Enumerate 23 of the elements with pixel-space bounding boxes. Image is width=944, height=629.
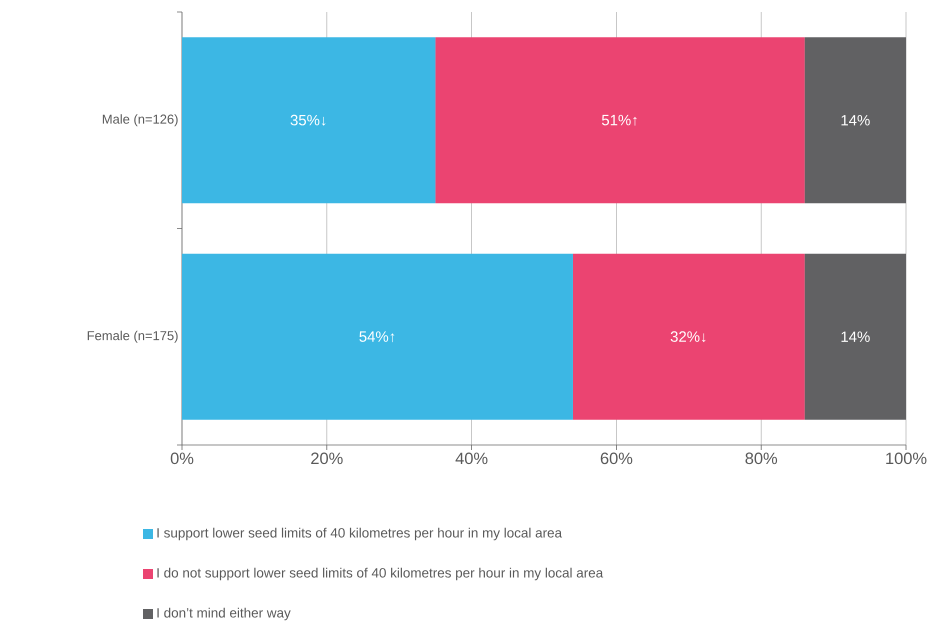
bar bbox=[804, 37, 906, 204]
data-label: 35%↓ bbox=[290, 114, 326, 126]
legend-label: I don’t mind either way bbox=[157, 608, 291, 620]
legend-label: I do not support lower seed limits of 40 kilometres per hour in my local area bbox=[157, 568, 604, 580]
bar bbox=[182, 254, 573, 420]
data-label: 14% bbox=[842, 332, 870, 342]
x-tick-label: 0% bbox=[170, 452, 194, 464]
bar bbox=[435, 37, 805, 204]
x-tick-label: 60% bbox=[600, 452, 632, 464]
bar bbox=[804, 254, 906, 420]
data-label: 51%↑ bbox=[602, 114, 637, 126]
data-label: 32%↓ bbox=[670, 331, 706, 342]
x-tick-label: 80% bbox=[745, 452, 778, 464]
legend-label: I support lower seed limits of 40 kilometres per hour in my local area bbox=[157, 528, 562, 540]
x-tick-label: 40% bbox=[456, 452, 488, 464]
y-tick-label: Male (n=126) bbox=[102, 114, 178, 126]
data-label: 54%↑ bbox=[359, 331, 394, 342]
x-tick-label: 100% bbox=[886, 452, 926, 464]
bar bbox=[182, 37, 436, 204]
y-tick-label: Female (n=175) bbox=[88, 330, 178, 343]
data-label: 14% bbox=[842, 115, 870, 126]
bar bbox=[572, 254, 805, 420]
x-tick-label: 20% bbox=[311, 452, 343, 464]
